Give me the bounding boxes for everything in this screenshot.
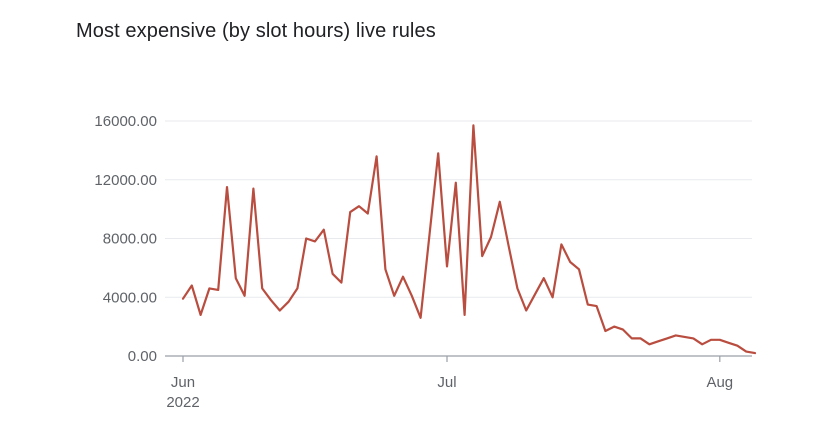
data-point[interactable]: [716, 336, 724, 344]
data-point[interactable]: [249, 185, 257, 193]
chart-title: Most expensive (by slot hours) live rule…: [76, 20, 436, 42]
data-point[interactable]: [619, 326, 627, 334]
data-point[interactable]: [276, 307, 284, 315]
data-point[interactable]: [575, 265, 583, 273]
data-point[interactable]: [399, 273, 407, 281]
data-point[interactable]: [707, 336, 715, 344]
data-point[interactable]: [205, 284, 213, 292]
data-point[interactable]: [566, 258, 574, 266]
data-point[interactable]: [443, 262, 451, 270]
data-point[interactable]: [188, 282, 196, 290]
data-point[interactable]: [241, 292, 249, 300]
series-layer: [179, 121, 759, 357]
y-tick-label: 0.00: [128, 348, 157, 365]
x-tick-label: Aug: [706, 374, 733, 391]
data-point[interactable]: [267, 296, 275, 304]
data-point[interactable]: [461, 311, 469, 319]
data-point[interactable]: [584, 301, 592, 309]
data-point[interactable]: [628, 334, 636, 342]
data-point[interactable]: [214, 286, 222, 294]
data-point[interactable]: [487, 233, 495, 241]
data-point[interactable]: [522, 307, 530, 315]
data-point[interactable]: [557, 240, 565, 248]
data-point[interactable]: [531, 290, 539, 298]
data-point[interactable]: [346, 208, 354, 216]
data-point[interactable]: [302, 235, 310, 243]
data-point[interactable]: [355, 202, 363, 210]
data-point[interactable]: [417, 314, 425, 322]
x-tick-sublabel: 2022: [166, 394, 199, 411]
y-tick-label: 16000.00: [94, 113, 157, 130]
data-point[interactable]: [390, 292, 398, 300]
data-point[interactable]: [663, 334, 671, 342]
data-point[interactable]: [505, 242, 513, 250]
data-point[interactable]: [469, 121, 477, 129]
data-point[interactable]: [637, 334, 645, 342]
data-point[interactable]: [496, 198, 504, 206]
x-tick-label: Jun: [171, 374, 195, 391]
y-tick-label: 4000.00: [103, 289, 157, 306]
data-point[interactable]: [654, 337, 662, 345]
data-point[interactable]: [179, 295, 187, 303]
data-point[interactable]: [689, 334, 697, 342]
data-point[interactable]: [320, 226, 328, 234]
data-point[interactable]: [373, 152, 381, 160]
y-tick-label: 12000.00: [94, 172, 157, 189]
data-point[interactable]: [364, 210, 372, 218]
data-point[interactable]: [610, 323, 618, 331]
data-point[interactable]: [425, 232, 433, 240]
data-point[interactable]: [285, 298, 293, 306]
data-point[interactable]: [311, 237, 319, 245]
data-point[interactable]: [434, 149, 442, 157]
data-point[interactable]: [408, 292, 416, 300]
data-point[interactable]: [293, 284, 301, 292]
data-point[interactable]: [478, 252, 486, 260]
data-point[interactable]: [540, 274, 548, 282]
data-point[interactable]: [733, 342, 741, 350]
data-point[interactable]: [381, 265, 389, 273]
data-point[interactable]: [337, 279, 345, 287]
data-point[interactable]: [223, 183, 231, 191]
data-point[interactable]: [549, 293, 557, 301]
data-point[interactable]: [593, 302, 601, 310]
axes: 0.00 4000.00 8000.00 12000.00 16000.00 Jun 202…: [94, 113, 733, 411]
data-point[interactable]: [197, 311, 205, 319]
data-point[interactable]: [672, 331, 680, 339]
data-point[interactable]: [681, 333, 689, 341]
data-point[interactable]: [258, 284, 266, 292]
data-point[interactable]: [452, 179, 460, 187]
data-point[interactable]: [742, 348, 750, 356]
data-point[interactable]: [232, 274, 240, 282]
data-point[interactable]: [751, 349, 759, 357]
series-line: [181, 124, 757, 355]
y-tick-label: 8000.00: [103, 231, 157, 248]
data-point[interactable]: [698, 340, 706, 348]
x-tick-label: Jul: [437, 374, 456, 391]
data-point[interactable]: [601, 327, 609, 335]
data-point[interactable]: [725, 339, 733, 347]
data-point[interactable]: [645, 340, 653, 348]
data-point[interactable]: [329, 270, 337, 278]
data-point[interactable]: [513, 284, 521, 292]
